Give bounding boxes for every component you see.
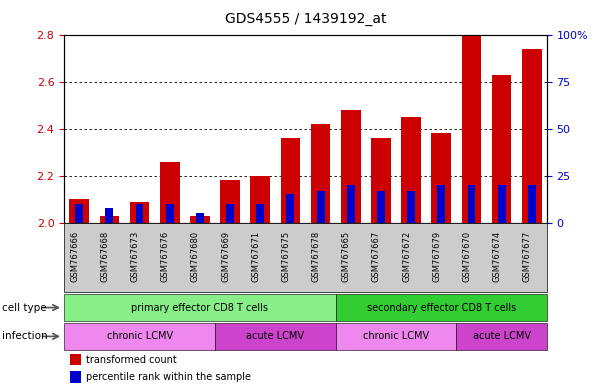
Text: GSM767670: GSM767670 [463,231,472,282]
Text: chronic LCMV: chronic LCMV [363,331,429,341]
Text: infection: infection [2,331,48,341]
Bar [401,117,421,223]
Bar [160,162,180,223]
Bar [226,204,234,223]
Text: acute LCMV: acute LCMV [472,331,530,341]
Text: GSM767671: GSM767671 [251,231,260,282]
Bar [311,124,331,223]
Bar [371,138,390,223]
Bar [407,191,415,223]
Bar [287,194,295,223]
Text: GSM767665: GSM767665 [342,231,351,282]
Bar [528,185,536,223]
Bar [492,74,511,223]
Bar [280,138,300,223]
Bar [316,191,324,223]
Bar [130,202,149,223]
Text: GSM767668: GSM767668 [100,231,109,282]
Text: GSM767680: GSM767680 [191,231,200,282]
Bar [522,49,541,223]
Bar [498,185,505,223]
Bar [341,110,360,223]
Text: GSM767675: GSM767675 [282,231,290,282]
Bar [75,204,83,223]
Text: GDS4555 / 1439192_at: GDS4555 / 1439192_at [225,12,386,25]
Text: GSM767674: GSM767674 [492,231,502,282]
Bar [106,208,113,223]
Bar [190,216,210,223]
Bar [462,35,481,223]
Bar [437,185,445,223]
Text: GSM767672: GSM767672 [402,231,411,282]
Text: cell type: cell type [2,303,46,313]
Text: GSM767666: GSM767666 [70,231,79,282]
Text: percentile rank within the sample: percentile rank within the sample [86,372,251,382]
Bar [431,133,451,223]
Bar [70,199,89,223]
Text: GSM767667: GSM767667 [372,231,381,282]
Text: secondary effector CD8 T cells: secondary effector CD8 T cells [367,303,516,313]
Text: chronic LCMV: chronic LCMV [106,331,173,341]
Text: GSM767669: GSM767669 [221,231,230,282]
Bar [347,185,354,223]
Text: GSM767673: GSM767673 [131,231,139,282]
Text: acute LCMV: acute LCMV [246,331,304,341]
Bar [136,204,144,223]
Bar [221,180,240,223]
Text: GSM767676: GSM767676 [161,231,170,282]
Text: GSM767677: GSM767677 [523,231,532,282]
Text: GSM767678: GSM767678 [312,231,321,282]
Bar [377,191,385,223]
Bar [196,213,204,223]
Text: transformed count: transformed count [86,354,177,364]
Bar [257,204,264,223]
Bar [166,204,174,223]
Bar [251,175,270,223]
Text: GSM767679: GSM767679 [432,231,441,282]
Bar [100,216,119,223]
Bar [467,185,475,223]
Text: primary effector CD8 T cells: primary effector CD8 T cells [131,303,268,313]
